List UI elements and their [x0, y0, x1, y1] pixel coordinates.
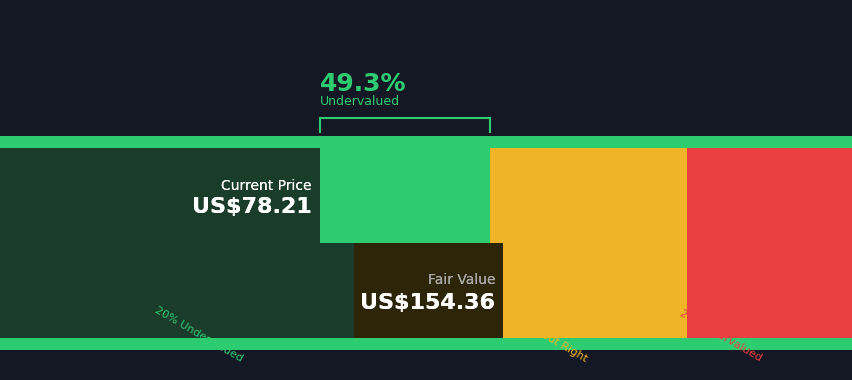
Bar: [354, 243, 503, 338]
Text: US$78.21: US$78.21: [192, 198, 312, 217]
Text: Fair Value: Fair Value: [427, 274, 495, 288]
Bar: [0, 136, 852, 148]
Bar: [0, 243, 490, 338]
Text: US$78.21: US$78.21: [192, 198, 312, 217]
Bar: [686, 148, 852, 338]
Text: Current Price: Current Price: [222, 179, 312, 193]
Text: US$154.36: US$154.36: [360, 293, 495, 312]
Text: 20% Undervalued: 20% Undervalued: [153, 305, 245, 364]
Bar: [490, 148, 686, 338]
Bar: [0, 148, 490, 338]
Text: Undervalued: Undervalued: [320, 95, 400, 108]
Text: 20% Overvalued: 20% Overvalued: [677, 309, 763, 364]
Text: Current Price: Current Price: [222, 179, 312, 193]
Bar: [0, 338, 852, 350]
Text: Fair Value: Fair Value: [427, 274, 495, 288]
Bar: [354, 243, 503, 338]
Text: About Right: About Right: [526, 322, 588, 364]
Text: 49.3%: 49.3%: [320, 72, 406, 96]
Text: US$154.36: US$154.36: [360, 293, 495, 312]
Bar: [0, 148, 320, 243]
